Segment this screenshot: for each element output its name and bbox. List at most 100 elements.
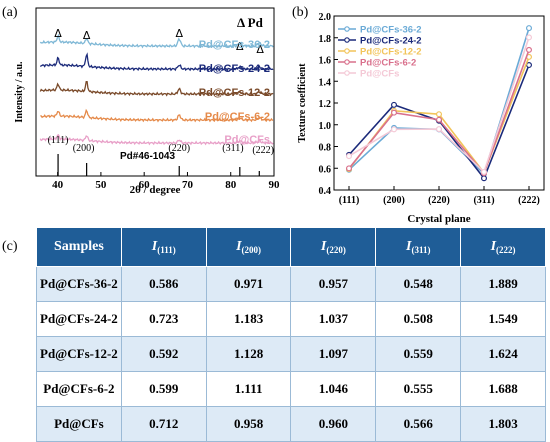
texture-point	[525, 25, 532, 32]
table-row: Pd@CFs 0.712 0.958 0.960 0.566 1.803	[36, 406, 546, 442]
col-header-subscript: (220)	[326, 245, 346, 255]
texture-legend-label: Pd@CFs-6-2	[360, 58, 416, 69]
xrd-peak-marker: Δ	[256, 43, 264, 56]
table-cell: Pd@CFs-24-2	[36, 301, 122, 337]
table-cell: Pd@CFs-6-2	[36, 371, 122, 407]
texture-x-tick-label: (111)	[339, 195, 360, 206]
table-cell: 1.111	[205, 371, 292, 407]
xrd-x-tick-label: 80	[225, 179, 237, 191]
table-cell: 0.548	[375, 266, 462, 302]
texture-legend-label: Pd@CFs	[360, 69, 399, 80]
table-row: Pd@CFs-36-2 0.586 0.971 0.957 0.548 1.88…	[36, 266, 546, 302]
texture-y-tick-label: 1.2	[319, 99, 332, 110]
texture-point	[391, 101, 398, 108]
xrd-hkl-label: (220)	[168, 143, 190, 154]
texture-point	[346, 153, 353, 160]
table-cell: 0.960	[290, 406, 377, 442]
table-cell: 1.183	[205, 301, 292, 337]
table-cell: 0.592	[120, 336, 207, 372]
xrd-pdf-card: Pd#46-1043	[120, 151, 175, 162]
xrd-series-labels: Pd@CFs-36-2 Pd@CFs-24-2 Pd@CFs-12-2 Pd@CFs-…	[199, 39, 270, 146]
texture-point	[481, 175, 488, 182]
xrd-hkl-label: (222)	[252, 145, 274, 156]
col-header-label: I	[236, 239, 242, 254]
table-cell: Pd@CFs-12-2	[36, 336, 122, 372]
xrd-trace	[39, 80, 274, 97]
texture-y-tick-label: 0.4	[319, 186, 332, 197]
xrd-plot-frame	[35, 7, 275, 177]
col-header-subscript: (222)	[496, 245, 516, 255]
table-cell: 0.586	[120, 266, 207, 302]
table-cell: 1.624	[460, 336, 546, 372]
col-header-i220: I(220)	[290, 227, 377, 267]
texture-point	[525, 46, 532, 53]
table-cell: 0.555	[375, 371, 462, 407]
table-row: Pd@CFs-6-2 0.599 1.111 1.046 0.555 1.688	[36, 371, 546, 407]
panel-label-c: (c)	[2, 239, 18, 254]
table-row: Pd@CFs-12-2 0.592 1.128 1.097 0.559 1.62…	[36, 336, 546, 372]
xrd-trace	[39, 52, 274, 72]
col-header-samples: Samples	[36, 227, 122, 267]
table-row: Pd@CFs-24-2 0.723 1.183 1.037 0.508 1.54…	[36, 301, 546, 337]
xrd-peak-marker: Δ	[175, 27, 183, 40]
table-cell: 1.128	[205, 336, 292, 372]
table-cell: 0.712	[120, 406, 207, 442]
xrd-trace	[39, 133, 274, 146]
col-header-label: I	[406, 239, 412, 254]
texture-point	[436, 111, 443, 118]
panel-label-b: (b)	[292, 5, 309, 20]
texture-legend-marker	[344, 59, 350, 65]
table-cell: 0.971	[205, 266, 292, 302]
texture-x-axis-label: Crystal plane	[407, 213, 470, 225]
table-cell: 1.889	[460, 266, 546, 302]
xrd-series-label: Pd@CFs	[224, 134, 270, 146]
xrd-x-tick-label: 40	[52, 179, 64, 191]
table-cell: 1.688	[460, 371, 546, 407]
table-cell: 0.559	[375, 336, 462, 372]
texture-legend-marker	[344, 37, 350, 43]
col-header-i111: I(111)	[120, 227, 207, 267]
texture-legend-label: Pd@CFs-12-2	[360, 47, 422, 58]
xrd-trace	[39, 33, 274, 49]
texture-point	[436, 126, 443, 133]
figure-canvas: (a) (b) (c) 40 50 60 70 80 90 Δ Δ ΔΔ Δ (111)(200…	[2, 5, 545, 254]
xrd-x-tick-label: 60	[139, 179, 151, 191]
xrd-peak-marker: Δ	[236, 40, 244, 53]
col-header-subscript: (311)	[411, 245, 431, 255]
texture-legend-marker	[344, 48, 350, 54]
texture-y-tick-label: 0.6	[319, 164, 332, 175]
table-cell: 0.566	[375, 406, 462, 442]
texture-legend-label: Pd@CFs-36-2	[360, 25, 422, 36]
xrd-chart: 40 50 60 70 80 90 Δ Δ ΔΔ Δ (111)(200) (220) (311)(…	[14, 7, 280, 196]
xrd-hkl-label: (311)	[222, 143, 243, 154]
texture-legend-marker	[344, 26, 350, 32]
xrd-y-axis-label: Intensity / a.u.	[14, 61, 25, 123]
texture-chart: 0.4 0.6 0.8 1.0 1.2 1.4 1.6 1.8 2.0 (111) (200) (2…	[297, 12, 545, 225]
texture-point	[525, 34, 532, 41]
table-cell: 0.957	[290, 266, 377, 302]
texture-y-tick-label: 1.0	[319, 121, 332, 132]
xrd-peak-marker: Δ	[83, 29, 91, 42]
texture-legend-marker	[344, 70, 350, 76]
xrd-series-label: Pd@CFs-24-2	[199, 63, 270, 75]
texture-table: Samples I(111) I(200) I(220) I(311) I(22…	[36, 227, 546, 442]
xrd-series-label: Pd@CFs-12-2	[199, 87, 270, 99]
xrd-x-axis-label: 2θ / degree	[130, 184, 181, 196]
texture-y-tick-label: 0.8	[319, 143, 332, 154]
xrd-peak-markers: Δ Δ ΔΔ Δ	[54, 27, 264, 56]
table-cell: Pd@CFs-36-2	[36, 266, 122, 302]
texture-x-tick-label: (311)	[473, 195, 494, 206]
xrd-hkl-label: (111)	[48, 135, 69, 146]
col-header-label: Samples	[54, 239, 104, 254]
table-cell: 0.599	[120, 371, 207, 407]
texture-y-tick-label: 1.6	[319, 56, 332, 67]
col-header-label: I	[320, 239, 327, 254]
panel-label-a: (a)	[2, 5, 18, 20]
texture-y-ticks: 0.4 0.6 0.8 1.0 1.2 1.4 1.6 1.8 2.0	[319, 12, 338, 197]
texture-x-tick-label: (200)	[383, 195, 405, 206]
col-header-label: I	[490, 239, 497, 254]
texture-point	[346, 165, 353, 172]
col-header-i200: I(200)	[205, 227, 292, 267]
texture-legend: Pd@CFs-36-2Pd@CFs-24-2Pd@CFs-12-2Pd@CFs-…	[338, 25, 422, 80]
texture-x-tick-label: (220)	[428, 195, 450, 206]
